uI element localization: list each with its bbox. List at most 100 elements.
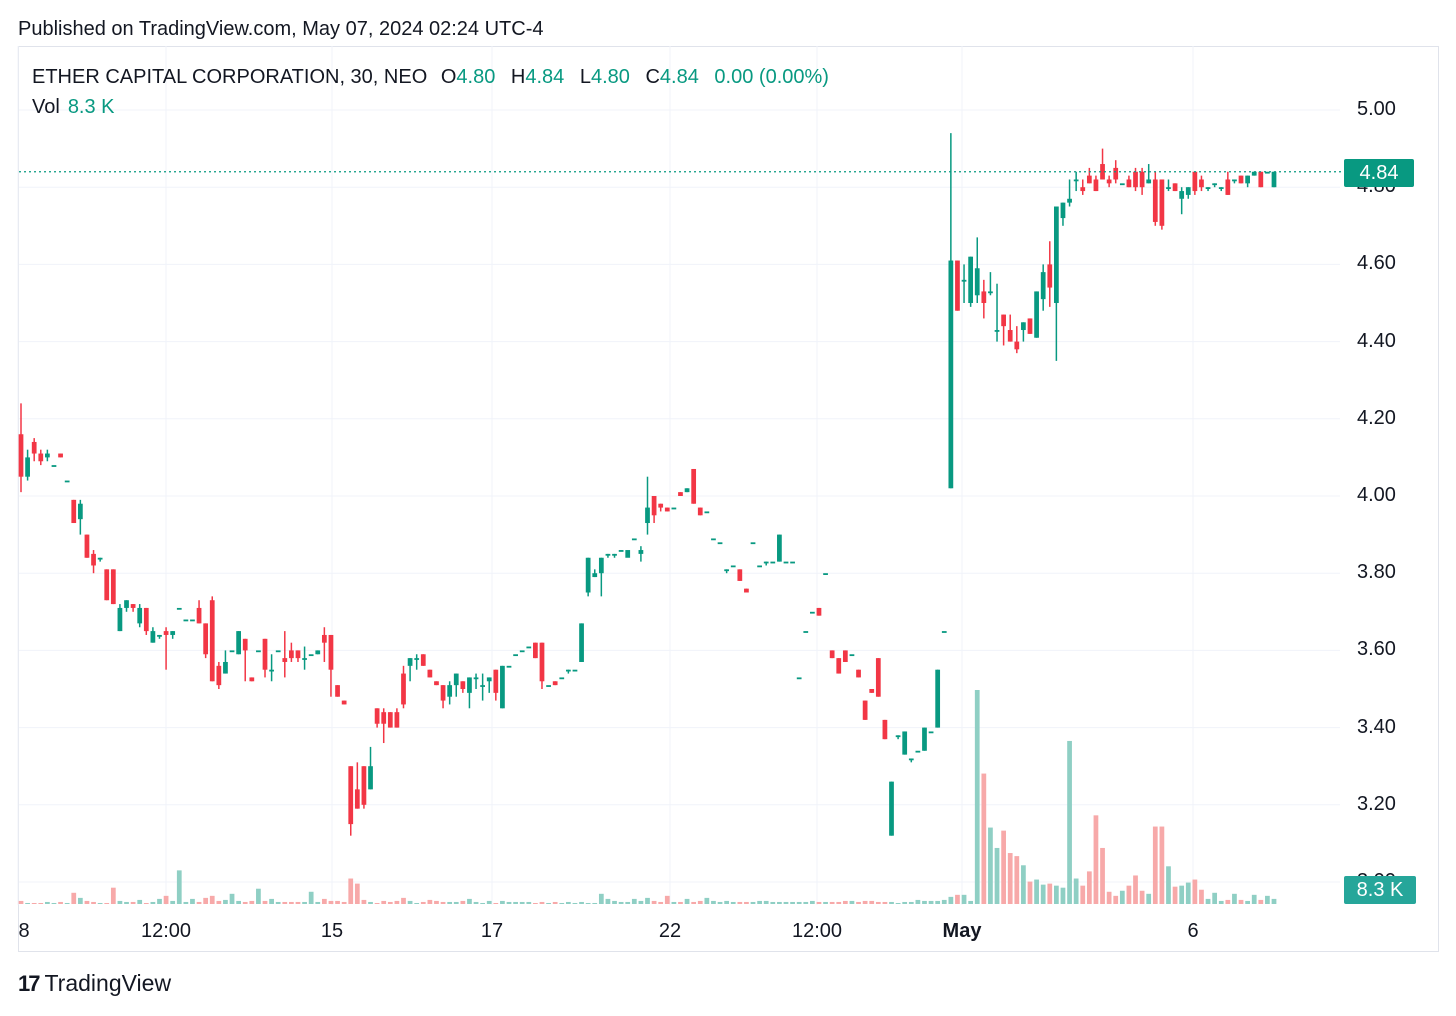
candle-body [1126, 179, 1132, 188]
volume-bar [308, 891, 314, 904]
volume-bar [486, 900, 492, 904]
candle-body [1060, 202, 1066, 219]
candle-body [223, 661, 228, 674]
brand-name: TradingView [44, 970, 172, 996]
volume-legend: Vol 8.3 K [32, 96, 115, 119]
volume-bar [658, 901, 664, 904]
volume-bar [869, 900, 875, 904]
volume-bar [117, 900, 123, 904]
volume-bar [84, 900, 90, 904]
volume-bar [678, 901, 683, 904]
volume-bar [302, 901, 307, 904]
volume-bar [381, 900, 387, 904]
volume-bar [467, 898, 472, 904]
tradingview-brand[interactable]: 17 TradingView [18, 970, 171, 997]
volume-bar [104, 902, 110, 904]
volume-bar [282, 901, 288, 904]
volume-bar [809, 900, 815, 904]
candle-body [1139, 171, 1145, 188]
candle-body [374, 708, 380, 724]
price-tick-label: 4.20 [1357, 406, 1396, 429]
candle-body [935, 669, 941, 728]
candle-body [579, 623, 584, 662]
volume-bar [71, 892, 77, 904]
volume-bar [849, 900, 855, 904]
candle-body [1179, 191, 1185, 199]
last-price-tag: 4.84 [1344, 159, 1414, 187]
price-tick-label: 3.20 [1357, 792, 1396, 815]
candle-body [447, 685, 453, 697]
candle-body [539, 642, 545, 682]
candle-body [434, 681, 439, 686]
candle-body [922, 727, 927, 751]
volume-bar [750, 901, 756, 904]
candle-body [1100, 164, 1105, 180]
candle-body [790, 561, 795, 564]
volume-bar [875, 901, 881, 904]
volume-bar [948, 896, 954, 904]
candle-body [440, 685, 446, 701]
candle-body [84, 534, 90, 558]
time-tick-label: 12:00 [791, 920, 843, 942]
candle-body [796, 677, 802, 680]
volume-bar [671, 901, 677, 904]
volume-bar [1146, 893, 1152, 904]
volume-bar [1007, 853, 1013, 904]
candle-body [196, 607, 202, 624]
volume-bar [988, 827, 993, 904]
candle-body [407, 658, 413, 666]
candle-body [493, 669, 499, 693]
candle-body [836, 658, 842, 674]
candle-body [829, 650, 835, 659]
volume-bar [618, 901, 624, 904]
volume-bar [361, 899, 367, 904]
volume-bar [440, 901, 446, 904]
candle-body [1205, 187, 1211, 189]
volume-bar [744, 901, 749, 904]
candle-body [64, 480, 70, 483]
volume-bar [526, 901, 532, 904]
volume-bar [1258, 899, 1264, 904]
candle-body [816, 607, 822, 616]
symbol-label: ETHER CAPITAL CORPORATION, 30, NEO [32, 66, 428, 88]
volume-bar [1034, 879, 1039, 904]
volume-bar [170, 900, 176, 904]
volume-bar [1021, 865, 1026, 904]
volume-bar [1159, 826, 1165, 904]
candle-body [335, 685, 340, 697]
low-label: L [579, 66, 591, 88]
candle-body [559, 677, 565, 680]
volume-bar [289, 901, 294, 904]
candle-body [269, 669, 274, 672]
candle-body [1172, 183, 1178, 192]
candle-body [1218, 187, 1224, 189]
volume-bar [269, 898, 274, 904]
volume-bar [1251, 894, 1257, 904]
candle-body [77, 503, 83, 520]
volume-bar [295, 901, 301, 904]
volume-bar [58, 901, 63, 904]
candle-body [730, 565, 736, 568]
close-value: 4.84 [659, 66, 699, 88]
candle-body [1047, 264, 1053, 288]
volume-bar [816, 901, 822, 904]
volume-bar [974, 690, 980, 904]
candle-body [1258, 171, 1264, 188]
volume-bar [572, 902, 578, 904]
volume-bar [889, 901, 894, 904]
candle-body [981, 291, 987, 303]
candle-body [684, 488, 690, 493]
candle-body [25, 457, 30, 477]
candle-body [1238, 175, 1244, 184]
volume-bar [1245, 900, 1250, 904]
candle-body [282, 658, 288, 662]
candle-body [91, 553, 96, 566]
candle-body [1021, 322, 1026, 331]
candle-body [1212, 183, 1218, 186]
volume-bar [500, 900, 505, 904]
volume-bar [533, 902, 538, 904]
candle-body [915, 750, 921, 753]
candle-body [1053, 206, 1059, 303]
volume-bar [1053, 885, 1059, 904]
